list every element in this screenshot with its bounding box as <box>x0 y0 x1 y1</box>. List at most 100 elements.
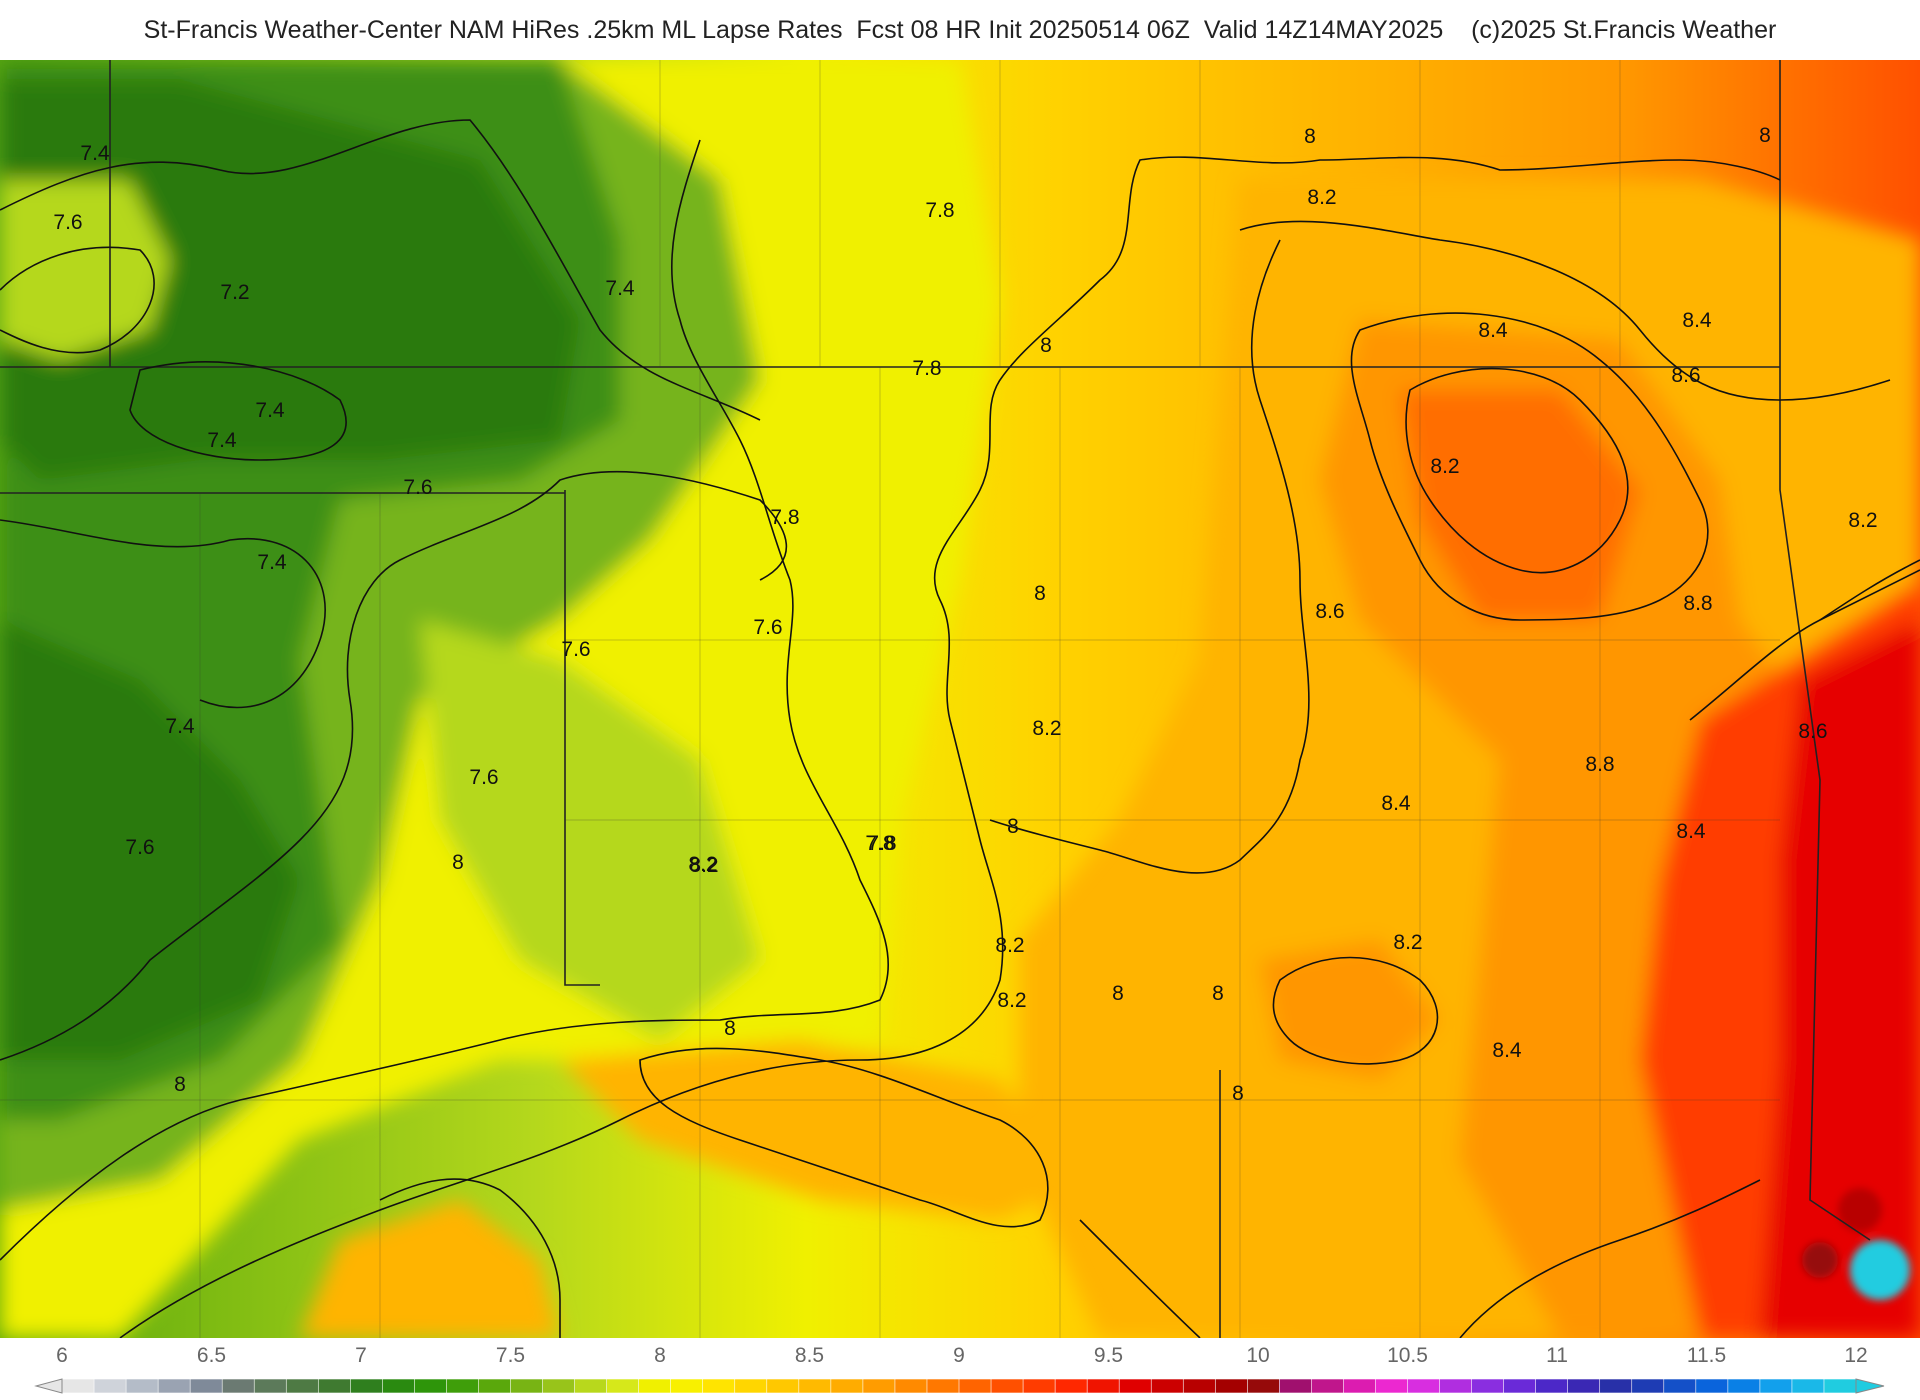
region-9.0 <box>1760 620 1920 1338</box>
colorbar-swatch <box>1279 1378 1313 1394</box>
contour-8-southwest <box>379 1178 561 1338</box>
contour-label: 8 <box>1304 125 1316 148</box>
contour-7.4-west <box>0 519 326 709</box>
colorbar-ticks: 6 6.5 7 7.5 8 8.5 9 9.5 10 10.5 11 11.5 12 <box>56 1344 1868 1367</box>
colorbar-swatch <box>446 1378 480 1394</box>
contour-8-south <box>1079 1219 1201 1338</box>
colorbar-swatch <box>1343 1378 1377 1394</box>
contour-label: 7.8 <box>770 506 799 529</box>
contour-label: 8 <box>1232 1082 1244 1105</box>
state-border-east <box>1779 60 1871 1241</box>
region-7.0-north <box>0 80 580 480</box>
contour-label: 8 <box>724 1017 736 1040</box>
contour-label: 7.8 <box>865 832 894 855</box>
region-7.0-west <box>0 620 300 1060</box>
colorbar-swatch <box>157 1378 191 1394</box>
contour-label: 8.2 <box>688 853 717 876</box>
contour-8.2-south-band <box>639 1047 1049 1228</box>
colorbar-swatch <box>1503 1378 1537 1394</box>
contour-8.2-main <box>989 239 1310 874</box>
contour-label: 7.6 <box>753 616 782 639</box>
contour-label: 7.4 <box>255 399 285 422</box>
contour-label: 8.2 <box>995 934 1024 957</box>
contour-lines <box>0 119 1920 1338</box>
contour-label: 7.4 <box>80 142 110 165</box>
contour-8.2-east <box>1239 220 1891 401</box>
colorbar-swatch <box>1311 1378 1345 1394</box>
contour-label: 8.2 <box>1430 455 1459 478</box>
contour-8.8-east <box>1819 559 1920 621</box>
speckle <box>1838 1188 1882 1232</box>
contour-label: 8 <box>1034 582 1046 605</box>
colorbar-swatch <box>1791 1378 1825 1394</box>
colorbar-swatch <box>93 1378 127 1394</box>
contour-8.4-ring <box>1350 312 1709 621</box>
colorbar-swatch <box>1118 1378 1153 1394</box>
colorbar-swatch <box>734 1378 768 1394</box>
contour-label: 8 <box>1112 982 1124 1005</box>
contour-label: 8 <box>1212 982 1224 1005</box>
lapse-rate-map: 7.4 7.6 7.2 7.4 7.4 7.4 7.6 7.6 7.4 7.6 7.4 7.6 7.6 7… <box>0 60 1920 1338</box>
colorbar-swatch <box>510 1378 544 1394</box>
contour-label: 8 <box>174 1073 186 1096</box>
colorbar-swatch <box>1086 1378 1120 1394</box>
contour-7.2-blob <box>129 361 347 461</box>
colorbar-swatch <box>221 1378 256 1394</box>
colorbar-swatch <box>1150 1378 1185 1394</box>
contour-label: 7.2 <box>220 281 249 304</box>
contour-label: 8 <box>1007 815 1019 838</box>
colorbar-swatch <box>1439 1378 1473 1394</box>
contour-7.8-main <box>0 139 889 1261</box>
state-border-west-inner <box>564 490 600 986</box>
colorbar-swatch <box>574 1378 608 1394</box>
colorbar-swatch <box>1054 1378 1088 1394</box>
field-speckles <box>1802 1188 1910 1300</box>
colorbar-swatch <box>766 1378 800 1394</box>
contour-label: 8.6 <box>1798 720 1827 743</box>
colorbar-swatch <box>1695 1378 1729 1394</box>
colorbar-tick-label: 7.5 <box>496 1344 525 1367</box>
colorbar-tick-label: 11 <box>1546 1344 1568 1367</box>
colorbar-swatch <box>990 1378 1024 1394</box>
colorbar-swatch <box>1407 1378 1441 1394</box>
colorbar-swatch <box>1631 1378 1665 1394</box>
boundaries <box>0 60 1871 1338</box>
contour-label: 8.2 <box>1393 931 1422 954</box>
colorbar-swatch <box>285 1378 320 1394</box>
colorbar-swatch <box>317 1378 352 1394</box>
field-shading <box>0 60 1920 1338</box>
colorbar-swatch <box>1214 1378 1249 1394</box>
colorbar-swatch <box>189 1378 223 1394</box>
contour-label: 8.4 <box>1682 309 1712 332</box>
colorbar-swatch <box>414 1378 448 1394</box>
colorbar-swatch <box>1599 1378 1633 1394</box>
colorbar-swatch <box>61 1378 95 1394</box>
contour-label: 8.4 <box>1478 319 1508 342</box>
contour-label: 7.4 <box>257 551 287 574</box>
colorbar-swatch <box>958 1378 992 1394</box>
colorbar-swatch <box>382 1378 416 1394</box>
county-lines <box>0 60 1780 1338</box>
contour-label: 7.6 <box>469 766 498 789</box>
contour-8.4-south <box>1272 956 1439 1065</box>
contour-label: 7.4 <box>207 429 237 452</box>
contour-label: 8.4 <box>1381 792 1411 815</box>
contour-label: 8.2 <box>1032 717 1061 740</box>
contour-label: 8 <box>1040 334 1052 357</box>
contour-label: 8.8 <box>1585 753 1614 776</box>
colorbar-tick-label: 9 <box>953 1344 965 1367</box>
colorbar-swatch <box>1022 1378 1056 1394</box>
colorbar-swatch <box>350 1378 384 1394</box>
region-8.2-southwest <box>300 1200 560 1338</box>
colorbar-tick-label: 6 <box>56 1344 68 1367</box>
region-8.2-south <box>560 1040 1080 1220</box>
colorbar-swatch <box>894 1378 928 1394</box>
colorbar-tick-label: 11.5 <box>1687 1344 1726 1367</box>
colorbar-swatches <box>61 1378 1857 1394</box>
colorbar-swatch <box>606 1378 640 1394</box>
colorbar-tick-label: 10.5 <box>1387 1344 1428 1367</box>
colorbar: 6 6.5 7 7.5 8 8.5 9 9.5 10 10.5 11 11.5 12 <box>34 1344 1885 1394</box>
colorbar-swatch <box>702 1378 736 1394</box>
colorbar-swatch <box>125 1378 159 1394</box>
contour-label: 8.2 <box>997 989 1026 1012</box>
